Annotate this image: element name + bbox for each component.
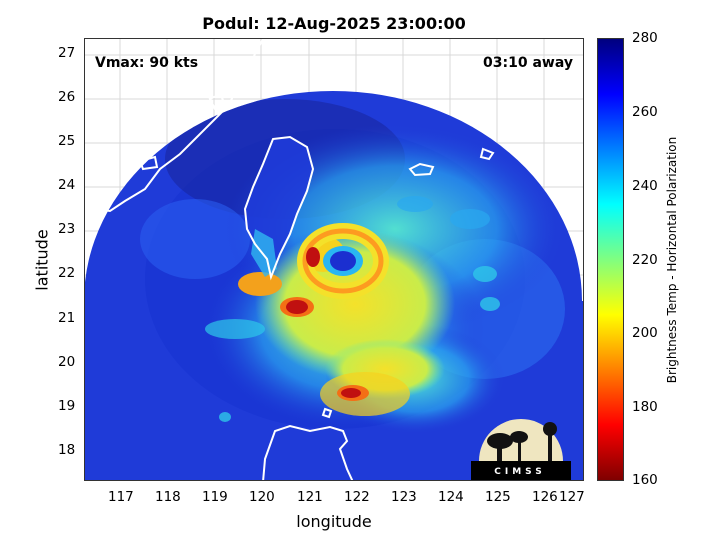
- time-away-label: 03:10 away: [483, 55, 573, 71]
- logo-text: CIMSS: [494, 467, 546, 477]
- satellite-image: [85, 39, 583, 480]
- cbar-tick-200: 200: [632, 325, 658, 341]
- y-tick-25: 25: [58, 133, 76, 149]
- x-axis-label: longitude: [296, 512, 372, 531]
- x-tick-125: 125: [485, 489, 511, 505]
- y-tick-18: 18: [58, 442, 76, 458]
- map-plot-area: Vmax: 90 kts 03:10 away: [84, 38, 584, 481]
- x-tick-124: 124: [438, 489, 464, 505]
- cbar-tick-220: 220: [632, 252, 658, 268]
- cbar-tick-260: 260: [632, 104, 658, 120]
- x-tick-118: 118: [155, 489, 181, 505]
- x-tick-126: 126: [532, 489, 558, 505]
- y-tick-19: 19: [58, 398, 76, 414]
- cimss-logo: [471, 419, 571, 480]
- vmax-label: Vmax: 90 kts: [95, 55, 199, 71]
- x-tick-122: 122: [344, 489, 370, 505]
- chart-title: Podul: 12-Aug-2025 23:00:00: [202, 14, 466, 33]
- x-tick-120: 120: [249, 489, 275, 505]
- y-tick-23: 23: [58, 221, 76, 237]
- cbar-tick-280: 280: [632, 30, 658, 46]
- y-tick-24: 24: [58, 177, 76, 193]
- y-axis-label: latitude: [32, 229, 52, 291]
- coastlines: [85, 39, 495, 480]
- y-tick-20: 20: [58, 354, 76, 370]
- y-tick-22: 22: [58, 265, 76, 281]
- brightness-temp-swath: [85, 91, 583, 480]
- colorbar: [597, 38, 624, 481]
- cbar-tick-240: 240: [632, 178, 658, 194]
- x-tick-127: 127: [559, 489, 585, 505]
- y-tick-26: 26: [58, 89, 76, 105]
- colorbar-title: Brightness Temp - Horizontal Polarizatio…: [665, 136, 679, 384]
- x-tick-123: 123: [391, 489, 417, 505]
- cbar-tick-160: 160: [632, 472, 658, 488]
- x-tick-117: 117: [108, 489, 134, 505]
- cbar-tick-180: 180: [632, 399, 658, 415]
- x-tick-119: 119: [202, 489, 228, 505]
- y-tick-21: 21: [58, 310, 76, 326]
- y-tick-27: 27: [58, 45, 76, 61]
- x-tick-121: 121: [297, 489, 323, 505]
